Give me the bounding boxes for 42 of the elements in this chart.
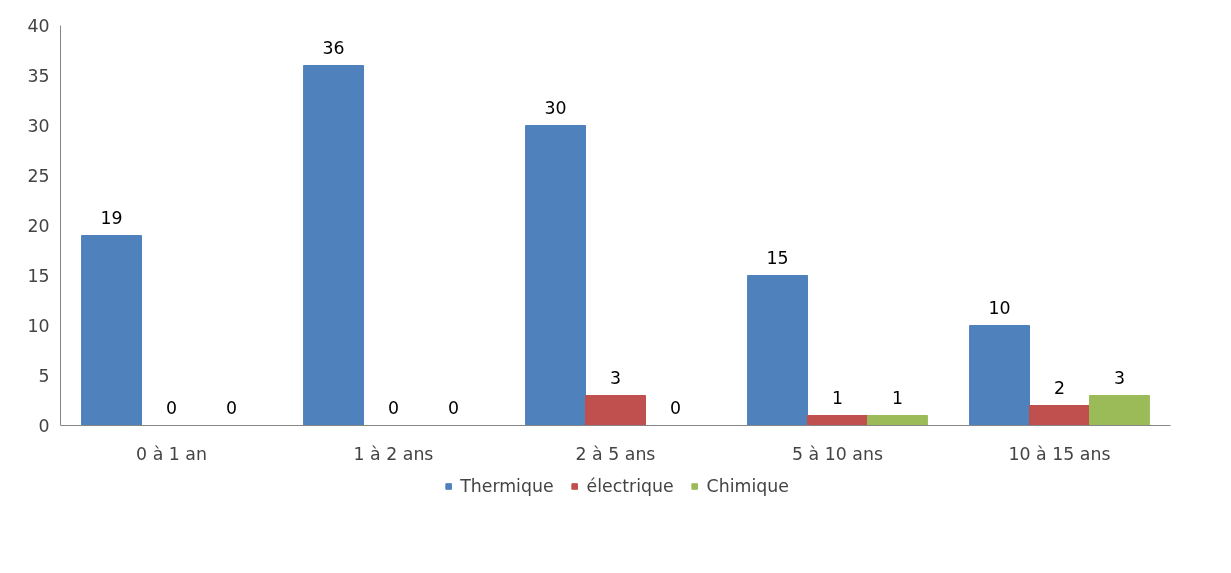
bar: [747, 275, 809, 426]
data-label: 0: [387, 397, 400, 418]
data-label: 3: [609, 367, 622, 388]
data-label: 19: [100, 207, 123, 228]
data-label: 2: [1053, 377, 1066, 398]
y-tick-label: 30: [27, 116, 50, 136]
x-tick-label: 0 à 1 an: [136, 443, 207, 464]
data-label: 15: [766, 247, 789, 268]
x-tick-label: 2 à 5 ans: [575, 443, 656, 464]
bar: [525, 125, 587, 426]
data-label: 3: [1113, 367, 1125, 388]
bar: [585, 395, 646, 426]
bar: [866, 415, 928, 426]
bar: [807, 415, 868, 426]
bar: [81, 235, 143, 426]
bar: [1088, 395, 1150, 426]
legend-label: électrique: [586, 476, 674, 496]
data-label: 0: [447, 397, 459, 418]
data-label: 36: [322, 37, 345, 58]
y-tick-label: 5: [38, 366, 50, 386]
data-label: 1: [831, 387, 844, 408]
data-label: 0: [225, 397, 237, 418]
bar: [969, 325, 1031, 426]
y-tick-label: 20: [27, 216, 50, 236]
legend-label: Chimique: [706, 476, 789, 496]
x-tick-label: 5 à 10 ans: [792, 443, 883, 464]
y-tick-label: 25: [27, 166, 50, 186]
y-tick-label: 10: [27, 316, 50, 336]
data-label: 10: [988, 297, 1011, 318]
data-label: 1: [891, 387, 903, 408]
data-label: 0: [669, 397, 681, 418]
data-label: 0: [165, 397, 178, 418]
x-tick-label: 1 à 2 ans: [353, 443, 434, 464]
y-tick-label: 40: [27, 16, 50, 36]
legend-label: Thermique: [460, 476, 554, 496]
data-label: 30: [544, 97, 567, 118]
y-tick-label: 35: [27, 66, 50, 86]
bar: [303, 65, 365, 426]
bar: [1029, 405, 1090, 426]
y-tick-label: 15: [27, 266, 50, 286]
y-tick-label: 0: [38, 416, 50, 436]
x-tick-label: 10 à 15 ans: [1008, 443, 1111, 464]
